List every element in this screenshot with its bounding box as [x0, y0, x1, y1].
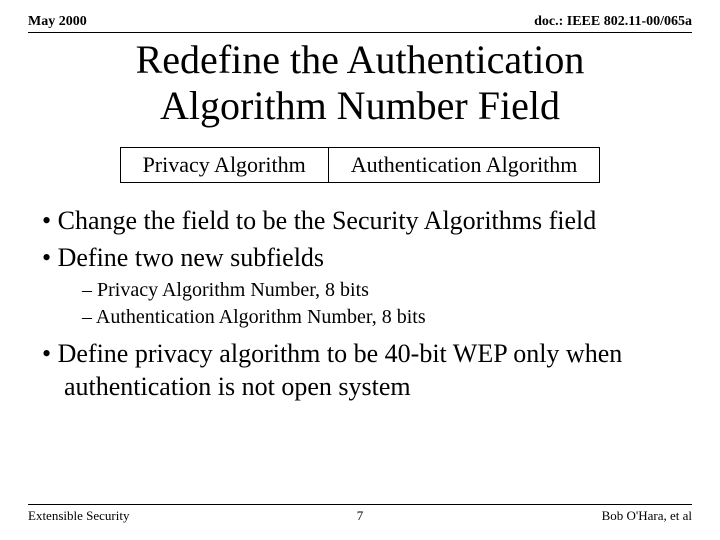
footer: Extensible Security 7 Bob O'Hara, et al [28, 504, 692, 524]
footer-page-number: 7 [357, 508, 364, 524]
bullet-item: • Define privacy algorithm to be 40-bit … [34, 338, 692, 403]
bullet-subitem: – Authentication Algorithm Number, 8 bit… [34, 305, 692, 330]
title-line-1: Redefine the Authentication [28, 37, 692, 83]
table-cell-privacy: Privacy Algorithm [120, 148, 328, 183]
table-cell-auth: Authentication Algorithm [328, 148, 600, 183]
field-table: Privacy Algorithm Authentication Algorit… [120, 147, 601, 183]
header-date: May 2000 [28, 14, 87, 30]
bullet-item: • Define two new subfields [34, 242, 692, 275]
table-row: Privacy Algorithm Authentication Algorit… [120, 148, 600, 183]
footer-author: Bob O'Hara, et al [602, 508, 692, 524]
title-line-2: Algorithm Number Field [28, 83, 692, 129]
header-docref: doc.: IEEE 802.11-00/065a [534, 14, 692, 30]
footer-left: Extensible Security [28, 508, 129, 524]
bullet-list: • Change the field to be the Security Al… [28, 205, 692, 403]
header: May 2000 doc.: IEEE 802.11-00/065a [28, 14, 692, 33]
page-title: Redefine the Authentication Algorithm Nu… [28, 37, 692, 129]
bullet-subitem: – Privacy Algorithm Number, 8 bits [34, 278, 692, 303]
bullet-item: • Change the field to be the Security Al… [34, 205, 692, 238]
